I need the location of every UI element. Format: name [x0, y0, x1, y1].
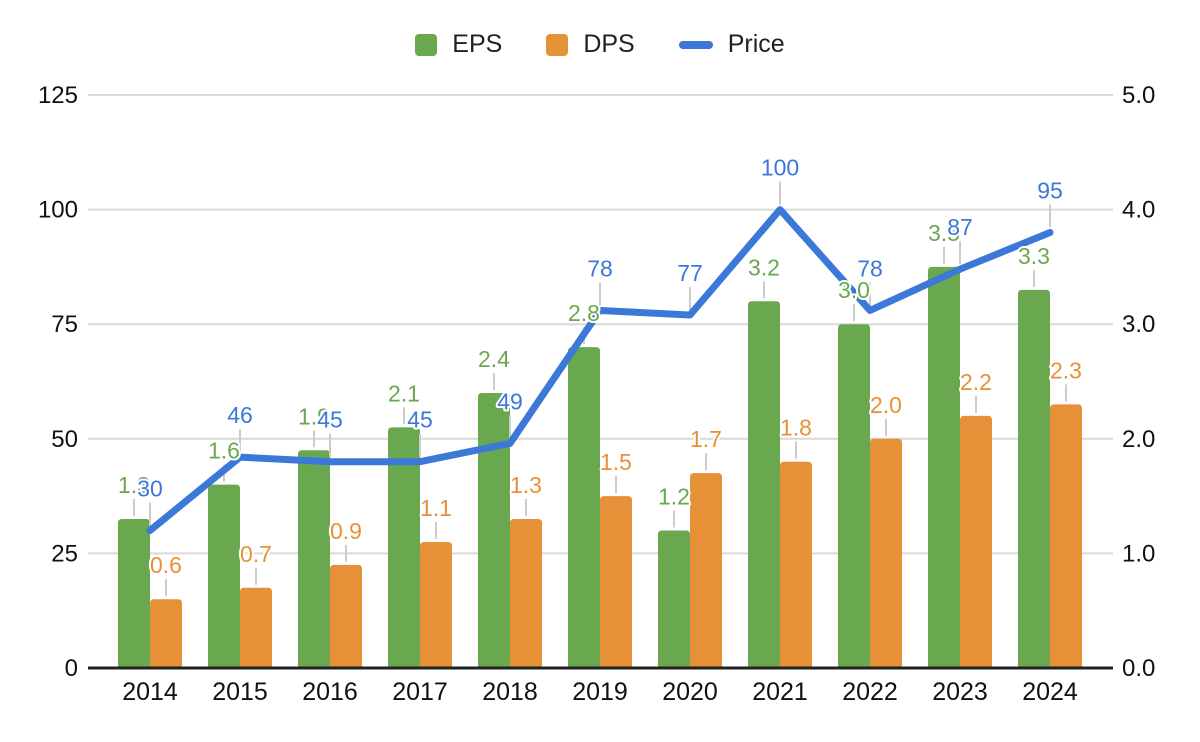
left-axis-tick-label: 100: [38, 197, 78, 224]
price-line: [146, 206, 1054, 534]
bar-eps-2014: [118, 519, 150, 668]
label-dps-2015: 0.7: [240, 541, 272, 567]
label-dps-2020: 1.7: [690, 426, 722, 452]
legend-item-eps: EPS: [415, 30, 502, 59]
label-price-2022: 78: [857, 255, 883, 281]
bar-eps-2015: [208, 484, 240, 668]
x-axis-tick-label-2014: 2014: [122, 678, 178, 706]
bar-dps-2014: [150, 599, 182, 668]
label-eps-2024: 3.3: [1018, 243, 1050, 269]
right-axis-tick-label: 5.0: [1122, 82, 1155, 109]
label-dps-2022: 2.0: [870, 392, 902, 418]
x-axis-tick-label-2017: 2017: [392, 678, 448, 706]
bar-dps-2020: [690, 473, 722, 668]
label-price-2015: 46: [227, 402, 253, 428]
label-eps-2022: 3.0: [838, 277, 870, 303]
label-dps-2019: 1.5: [600, 449, 632, 475]
bar-eps-2024: [1018, 289, 1050, 668]
right-axis-tick-label: 0.0: [1122, 655, 1155, 682]
x-axis-tick-label-2015: 2015: [212, 678, 268, 706]
label-price-2014: 30: [137, 475, 163, 501]
legend-item-price: Price: [678, 30, 785, 59]
label-dps-2016: 0.9: [330, 518, 362, 544]
left-axis-tick-label: 25: [51, 540, 78, 567]
x-axis-tick-label-2020: 2020: [662, 678, 718, 706]
bar-dps-2015: [240, 587, 272, 668]
x-axis-tick-label-2022: 2022: [842, 678, 898, 706]
legend-label-price: Price: [727, 30, 785, 58]
bar-dps-2024: [1050, 404, 1082, 668]
bar-eps-2021: [748, 301, 780, 668]
left-axis-tick-label: 50: [51, 426, 78, 453]
right-axis-tick-label: 2.0: [1122, 426, 1155, 453]
right-axis-tick-label: 4.0: [1122, 197, 1155, 224]
label-price-2016: 45: [317, 407, 343, 433]
x-axis-tick-label-2019: 2019: [572, 678, 628, 706]
bar-dps-2018: [510, 519, 542, 668]
label-dps-2017: 1.1: [420, 495, 452, 521]
label-price-2019: 78: [587, 255, 613, 281]
label-price-2023: 87: [947, 214, 973, 240]
label-price-2018: 49: [497, 388, 523, 414]
label-price-2024: 95: [1037, 178, 1063, 204]
label-dps-2018: 1.3: [510, 472, 542, 498]
bar-eps-2016: [298, 450, 330, 668]
eps-swatch-icon: [415, 33, 438, 56]
label-dps-2021: 1.8: [780, 415, 812, 441]
left-axis-tick-label: 75: [51, 311, 78, 338]
label-dps-2014: 0.6: [150, 552, 182, 578]
label-dps-2023: 2.2: [960, 369, 992, 395]
label-price-2020: 77: [677, 260, 703, 286]
x-axis-tick-label-2021: 2021: [752, 678, 808, 706]
label-price-2017: 45: [407, 407, 433, 433]
price-swatch-icon: [678, 40, 713, 49]
right-axis-tick-label: 3.0: [1122, 311, 1155, 338]
label-eps-2015: 1.6: [208, 438, 240, 464]
bar-eps-2017: [388, 427, 420, 668]
left-axis-tick-label: 125: [38, 82, 78, 109]
bar-eps-2023: [928, 266, 960, 668]
bar-dps-2019: [600, 496, 632, 668]
legend-label-eps: EPS: [452, 30, 503, 58]
x-axis-tick-label-2024: 2024: [1022, 678, 1078, 706]
legend-item-dps: DPS: [546, 30, 635, 59]
label-eps-2016: 1.9: [298, 403, 330, 429]
label-eps-2017: 2.1: [388, 380, 420, 406]
right-axis-tick-label: 1.0: [1122, 540, 1155, 567]
bar-eps-2019: [568, 347, 600, 668]
label-eps-2014: 1.3: [118, 472, 150, 498]
x-axis-tick-label-2023: 2023: [932, 678, 988, 706]
legend: EPS DPS Price: [0, 30, 1200, 59]
bar-dps-2016: [330, 564, 362, 668]
label-price-2021: 100: [761, 155, 799, 181]
bar-dps-2023: [960, 415, 992, 668]
bar-dps-2021: [780, 461, 812, 668]
bar-eps-2022: [838, 324, 870, 668]
label-eps-2023: 3.5: [928, 220, 960, 246]
label-eps-2021: 3.2: [748, 254, 780, 280]
x-axis-tick-label-2016: 2016: [302, 678, 358, 706]
left-axis-tick-label: 0: [65, 655, 78, 682]
dps-swatch-icon: [546, 33, 569, 56]
bar-dps-2017: [420, 541, 452, 668]
legend-label-dps: DPS: [583, 30, 635, 58]
label-dps-2024: 2.3: [1050, 357, 1082, 383]
label-eps-2018: 2.4: [478, 346, 510, 372]
bar-dps-2022: [870, 438, 902, 668]
x-axis-tick-label-2018: 2018: [482, 678, 538, 706]
bar-eps-2018: [478, 392, 510, 668]
bar-eps-2020: [658, 530, 690, 668]
label-eps-2020: 1.2: [658, 483, 690, 509]
label-eps-2019: 2.8: [568, 300, 600, 326]
